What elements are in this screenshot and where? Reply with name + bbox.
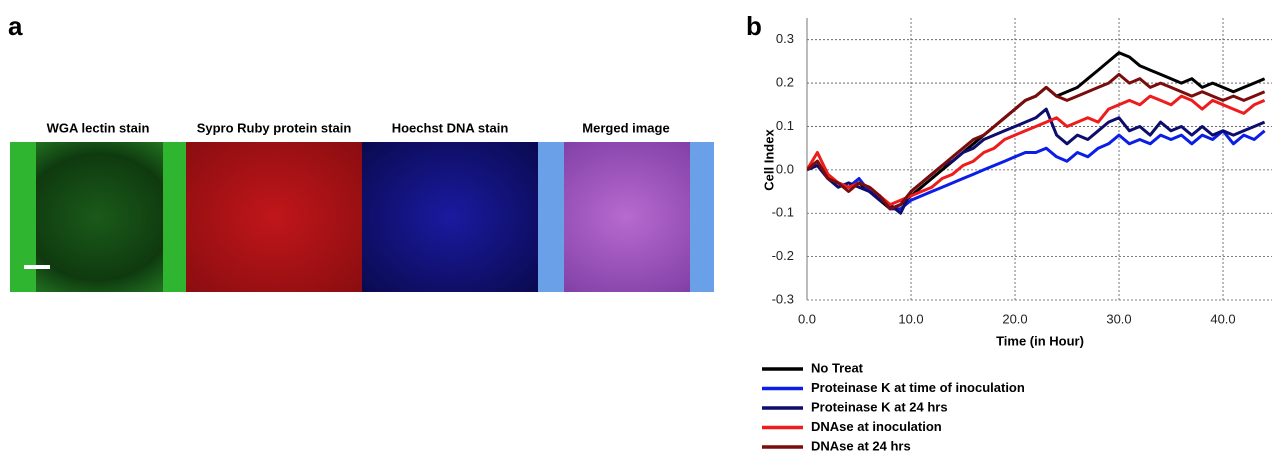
image-wga [10, 142, 186, 292]
legend-label: No Treat [811, 360, 864, 375]
y-axis-label: Cell Index [761, 129, 776, 191]
image-strip [10, 142, 714, 292]
y-tick-label: 0.3 [776, 31, 794, 46]
y-tick-label: -0.2 [772, 248, 794, 263]
image-edge [163, 142, 186, 292]
scale-bar [24, 265, 50, 269]
x-tick-label: 30.0 [1106, 311, 1131, 326]
y-tick-label: 0.2 [776, 75, 794, 90]
y-tick-label: 0.1 [776, 118, 794, 133]
image-sypro [186, 142, 362, 292]
image-title: WGA lectin stain [47, 120, 150, 135]
x-tick-label: 10.0 [898, 311, 923, 326]
x-tick-label: 40.0 [1210, 311, 1235, 326]
image-edge [538, 142, 564, 292]
x-tick-label: 0.0 [798, 311, 816, 326]
image-edge [10, 142, 36, 292]
image-title: Sypro Ruby protein stain [197, 120, 352, 135]
x-axis-label: Time (in Hour) [996, 333, 1084, 348]
image-merged [538, 142, 714, 292]
y-tick-label: -0.1 [772, 205, 794, 220]
x-tick-label: 20.0 [1002, 311, 1027, 326]
legend-label: Proteinase K at 24 hrs [811, 399, 948, 414]
panel-label: a [8, 11, 23, 41]
data-line [807, 94, 1266, 207]
image-title: Merged image [582, 120, 669, 135]
legend-label: DNAse at 24 hrs [811, 438, 911, 453]
image-title: Hoechst DNA stain [392, 120, 509, 135]
data-line [807, 107, 1266, 215]
image-edge [690, 142, 714, 292]
image-hoechst [362, 142, 538, 292]
y-tick-label: -0.3 [772, 291, 794, 306]
data-line [807, 72, 1266, 211]
legend-label: DNAse at inoculation [811, 419, 942, 434]
y-tick-label: 0.0 [776, 161, 794, 176]
panel-label: b [746, 11, 762, 41]
plot-lines [807, 51, 1266, 215]
legend-label: Proteinase K at time of inoculation [811, 380, 1025, 395]
